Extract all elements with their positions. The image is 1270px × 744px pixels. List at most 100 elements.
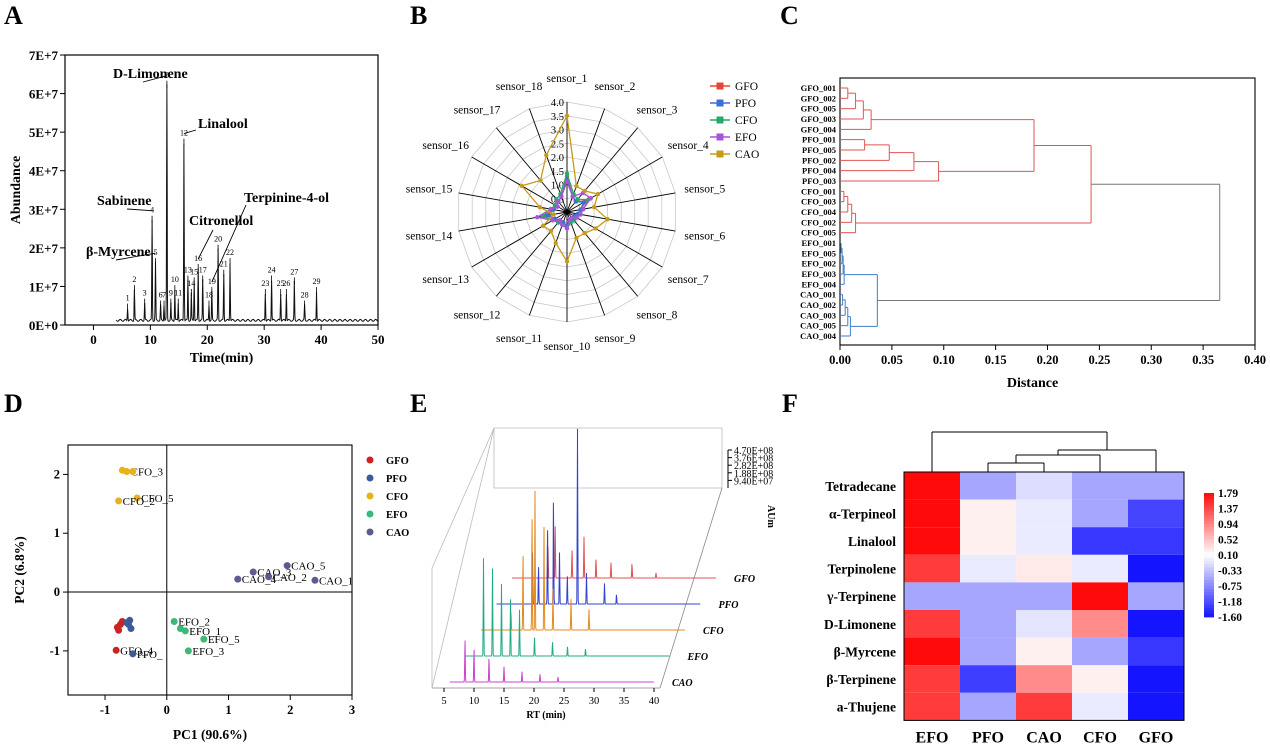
y-tick-label: 6E+7	[29, 87, 59, 102]
legend-label-cfo: CFO	[735, 115, 757, 127]
trace-label-gfo: GFO	[734, 574, 755, 585]
annotation-leader-line	[126, 208, 153, 212]
pca-point-cao	[265, 573, 273, 581]
radar-axis-label: sensor_15	[406, 184, 453, 196]
color-legend-swatch	[1204, 555, 1214, 559]
radar-point-efo	[555, 199, 561, 204]
x-tick-label: 40	[649, 696, 660, 707]
radar-spoke	[495, 211, 568, 297]
heatmap-cell	[1016, 665, 1072, 693]
color-legend-swatch	[1204, 508, 1214, 512]
color-legend-swatch	[1204, 610, 1214, 615]
x-tick-label: 35	[619, 696, 630, 707]
y-tick-label: 7E+7	[29, 48, 59, 63]
dendrogram-leaf-label: CAO_001	[800, 290, 836, 300]
heatmap-cell	[960, 692, 1016, 721]
peak-number-label: 14	[187, 279, 195, 288]
heatmap-cell	[904, 610, 960, 638]
radar-spoke	[566, 211, 606, 316]
dendrogram-leaf-label: CAO_005	[800, 321, 836, 331]
radar-r-tick-label: 3.5	[551, 112, 564, 123]
y-tick-label: 1	[54, 526, 60, 540]
radar-axis-label: sensor_4	[668, 140, 709, 152]
peak-number-label: 1	[126, 294, 130, 303]
peak-number-label: 18	[205, 291, 213, 300]
color-legend-swatch	[1204, 561, 1214, 565]
pca-point-cao	[249, 568, 257, 576]
pca-point-label: CAO_5	[291, 561, 326, 573]
panel-letter-e: E	[410, 389, 427, 418]
radar-point-cfo	[564, 171, 570, 176]
trace-label-pfo: PFO	[719, 600, 739, 611]
color-legend-swatch	[1204, 520, 1214, 525]
radar-point-efo	[560, 222, 565, 228]
y-tick-label: 0E+0	[29, 318, 58, 333]
radar-point-cao	[574, 235, 579, 241]
color-legend-swatch	[1204, 499, 1214, 503]
heatmap-cell	[904, 692, 960, 721]
x-tick-label: -1	[100, 703, 110, 717]
peak-number-label: 25	[277, 279, 285, 288]
color-legend-swatch	[1204, 576, 1214, 581]
heatmap-cell	[960, 499, 1016, 528]
radar-point-cao	[564, 113, 570, 118]
heatmap-panel: Tetradecane α-Terpineol Linalool Terpinolen…	[824, 431, 1242, 744]
heatmap-cell	[1128, 499, 1184, 528]
peak-number-label: 24	[268, 266, 276, 275]
legend-label-gfo: GFO	[735, 81, 758, 93]
radar-axis-label: sensor_8	[637, 310, 678, 322]
pca-point-label: CAO_2	[273, 572, 307, 584]
color-legend-swatch	[1204, 582, 1214, 587]
pca-point-label: CFO_2	[123, 496, 155, 508]
radar-point-efo	[550, 218, 555, 223]
x-tick-label: 10	[469, 696, 480, 707]
radar-axis-label: sensor_1	[547, 73, 588, 85]
color-legend-label: -0.33	[1218, 566, 1242, 578]
compound-annotation: Linalool	[198, 117, 248, 132]
compound-annotation: D-Limonene	[113, 67, 188, 82]
color-legend-swatch	[1204, 536, 1214, 540]
y-axis-label: Abundance	[9, 156, 24, 224]
radar-axis-label: sensor_17	[454, 104, 501, 116]
x-tick-label: 0.15	[985, 353, 1007, 367]
x-axis-label: Distance	[1007, 376, 1058, 391]
pca-point-efo	[184, 647, 192, 655]
panel-letter-c: C	[780, 1, 799, 30]
trace-efo	[465, 558, 670, 657]
peak-number-label: 12	[180, 129, 188, 138]
radar-point-cfo	[575, 197, 580, 202]
heatmap-cell	[960, 472, 1016, 500]
dendrogram-leaf-label: EFO_005	[802, 248, 836, 258]
color-legend-swatch	[1204, 558, 1214, 562]
color-legend-swatch	[1204, 604, 1214, 609]
x-tick-label: 15	[499, 696, 510, 707]
y-tick-label: -1	[50, 644, 60, 658]
radar-point-cao	[582, 230, 587, 236]
heatmap-column-label: PFO	[972, 729, 1004, 744]
radar-axis-label: sensor_13	[422, 274, 469, 286]
compound-annotation: β-Myrcene	[86, 245, 151, 260]
heatmap-cell	[904, 499, 960, 528]
color-legend-label: 0.10	[1218, 550, 1238, 562]
z-axis-label: AUm	[765, 505, 776, 528]
peak-number-label: 21	[220, 260, 228, 269]
pca-scatter-panel: -1 0 1 2 3 -1 0 1 2 PC1 (90.6%) PC2 (6.8%) GFO_4 GFO…	[12, 444, 409, 742]
legend-label-efo: EFO	[386, 510, 408, 521]
legend-marker-efo	[366, 510, 374, 518]
legend-label-gfo: GFO	[386, 456, 409, 467]
radar-point-efo	[581, 206, 586, 212]
x-tick-label: 25	[559, 696, 570, 707]
color-legend-swatch	[1204, 511, 1214, 516]
color-legend-label: 1.37	[1218, 504, 1238, 516]
pca-point-cfo	[123, 467, 131, 475]
pca-point-pfo	[129, 650, 137, 658]
radar-axis-label: sensor_14	[406, 230, 453, 242]
compound-annotation: Terpinine-4-ol	[244, 191, 329, 206]
radar-point-efo	[559, 194, 564, 199]
dendrogram-leaf-label: CFO_004	[801, 207, 837, 217]
heatmap-cell	[1072, 637, 1128, 666]
pca-point-cfo	[115, 497, 123, 505]
heatmap-row-label: γ-Terpinene	[826, 589, 896, 604]
radar-point-cao	[605, 216, 610, 222]
dendrogram-leaf-label: EFO_003	[802, 269, 836, 279]
